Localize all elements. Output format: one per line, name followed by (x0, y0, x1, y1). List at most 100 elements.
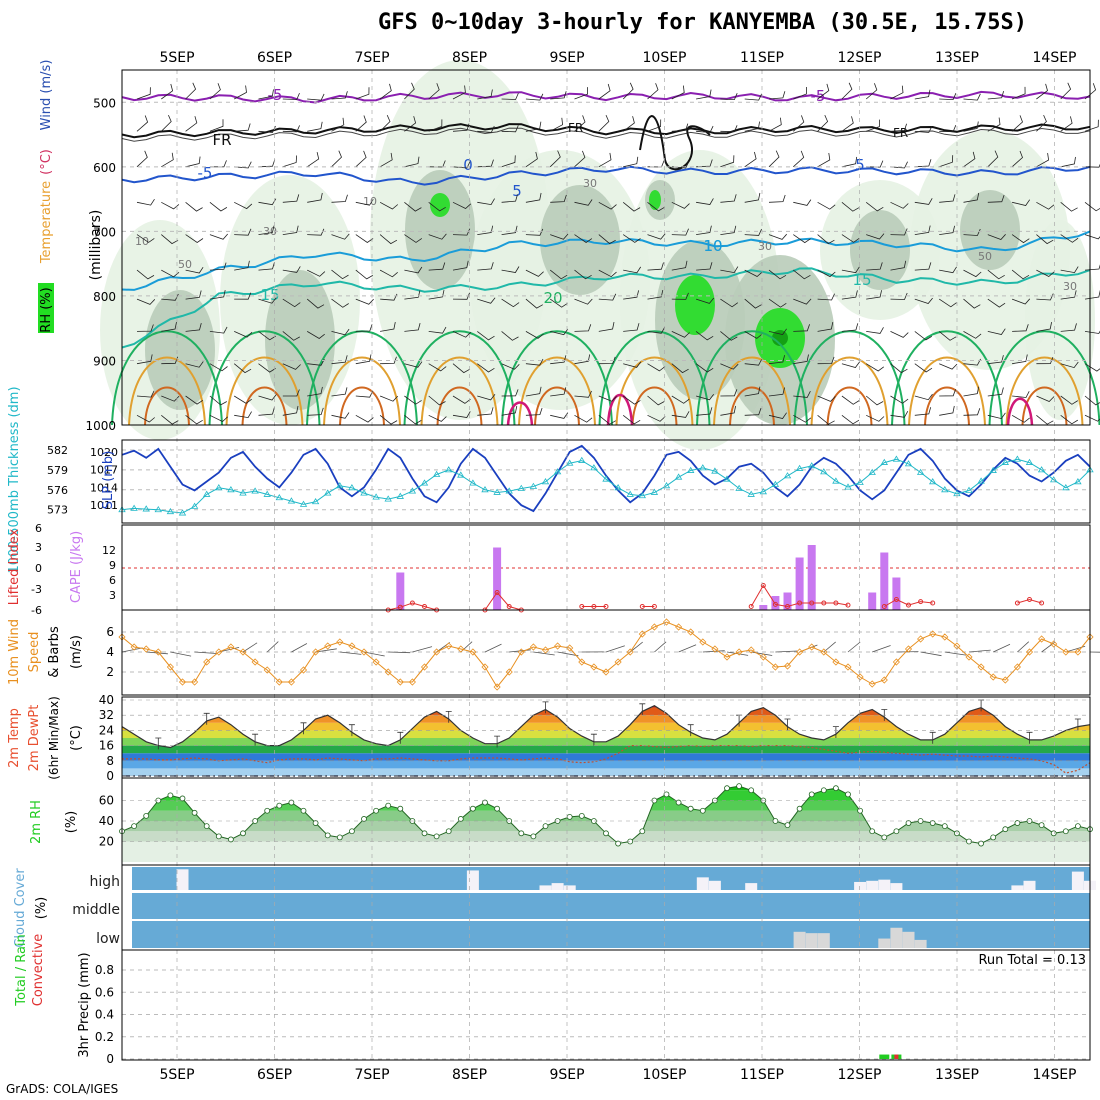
cloud-cover-panel: high middle low (72, 867, 1096, 948)
rh-point (736, 783, 742, 790)
thickness-point (578, 456, 586, 463)
lifted-index-point (1039, 600, 1045, 606)
wind-barb (477, 331, 495, 341)
wind-barb (1012, 324, 1029, 332)
wind-barb (866, 262, 883, 271)
wind-speed-point (336, 638, 344, 646)
y-tick-label: -6 (31, 604, 42, 617)
wind-barb (258, 297, 277, 304)
wind-barb (987, 412, 1006, 420)
thickness-point (529, 482, 538, 489)
wind-barb (574, 354, 591, 365)
rh-region (1025, 220, 1095, 420)
x-tick-label-top: 10SEP (643, 50, 687, 66)
wind-barb (841, 266, 860, 274)
minmax-bar (590, 733, 597, 746)
wind-barb (793, 87, 807, 100)
panel-border-slp-thickness (121, 439, 1091, 524)
y-tick-label: 1014 (90, 481, 118, 494)
thickness-point (311, 497, 320, 505)
wind-barb (477, 225, 494, 235)
wind-barb (282, 405, 299, 416)
wind-barb (136, 269, 155, 280)
isotherm-30 (1021, 386, 1068, 426)
y-tick-label: 20 (99, 835, 114, 849)
wind-barb (817, 83, 830, 100)
thickness-point (142, 505, 150, 512)
thickness-point (420, 479, 429, 486)
rh-point (179, 795, 186, 802)
wind-barb (647, 327, 666, 334)
thickness-point (674, 473, 683, 480)
wind-barb (525, 386, 542, 397)
wind-barb (987, 117, 1001, 132)
y-tick-label: 4 (106, 645, 114, 659)
wind-barb (209, 233, 229, 240)
thickness-point (590, 464, 598, 471)
wind-barb (331, 412, 350, 419)
wind-barb (939, 225, 955, 235)
wind-barb (501, 363, 520, 370)
wind-barb (793, 269, 811, 280)
wind-speed-point (844, 663, 852, 671)
wind-barb (647, 290, 664, 300)
wind-speed-point (384, 668, 392, 676)
wind-barb (695, 331, 714, 341)
wind-barb (775, 650, 798, 653)
thickness-point (372, 493, 380, 500)
isotherm-30 (729, 386, 775, 426)
temp-color-band (122, 707, 1090, 716)
rh-point (639, 828, 646, 835)
wind-barb (574, 324, 592, 332)
wind-speed-point (505, 668, 513, 676)
wind-barb (841, 395, 860, 405)
wind-barb (550, 412, 569, 419)
wind-barb (379, 234, 398, 245)
wind-speed-point (227, 643, 235, 651)
wind-speed-point (1013, 663, 1021, 671)
isotherm-line (121, 123, 1091, 139)
rh-point (373, 807, 380, 814)
wind-barb (671, 363, 689, 374)
wind-barb (258, 394, 277, 401)
wind-barb (306, 331, 325, 339)
wind-barb (671, 260, 688, 271)
wind-barb (136, 298, 156, 305)
wind-barb (484, 643, 502, 653)
wind-barb (720, 194, 737, 203)
y-axis-label: SLP (mb) (101, 451, 116, 510)
isotherm-35 (1006, 397, 1034, 426)
rh-point (240, 830, 246, 837)
wind-barb (1011, 115, 1023, 132)
wind-barb (920, 651, 942, 657)
thickness-point (880, 458, 889, 465)
wind-barb (793, 354, 809, 365)
rh-point (833, 785, 839, 792)
wind-barb (136, 414, 155, 423)
wind-barb (768, 328, 787, 336)
x-tick-label-top: 11SEP (740, 50, 784, 66)
x-tick-label-bottom: 13SEP (935, 1067, 979, 1083)
rh-point (748, 787, 755, 794)
cloud-gap-low (902, 931, 915, 948)
y-tick-label: 9 (109, 559, 116, 572)
rh-point (397, 805, 404, 812)
wind-barb (379, 395, 399, 402)
cloud-gap-high (466, 870, 479, 890)
wind-speed-point (1086, 633, 1094, 641)
wind-barb (817, 269, 836, 278)
cloud-band-high (132, 867, 1090, 890)
y-tick-label: 2 (106, 665, 114, 679)
wind-barb (914, 198, 933, 205)
cape-bar (396, 572, 405, 610)
wind-speed-point (469, 648, 477, 656)
wind-barb (146, 651, 168, 655)
y-tick-label: 1020 (90, 446, 118, 459)
wind-speed-point (433, 648, 441, 656)
cape-li-panel: -6 -3 0 3 6 3 6 9 12 (31, 522, 1090, 617)
thickness-point (638, 491, 647, 499)
wind-barb (1060, 414, 1079, 425)
wind-barb (379, 414, 398, 425)
cape-bar (493, 547, 502, 610)
